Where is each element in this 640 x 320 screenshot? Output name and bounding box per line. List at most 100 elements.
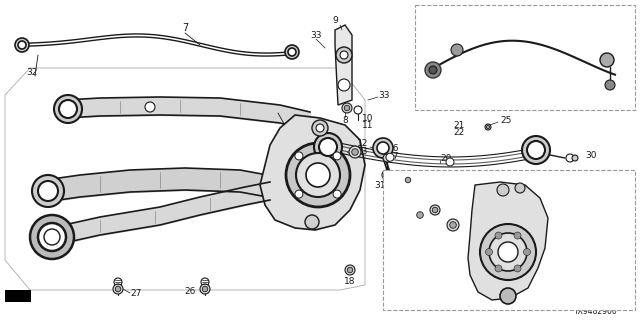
Text: 1: 1	[580, 15, 586, 25]
Circle shape	[406, 201, 418, 213]
Circle shape	[402, 197, 422, 217]
Circle shape	[288, 48, 296, 56]
Circle shape	[486, 125, 490, 129]
Text: 1: 1	[454, 20, 460, 29]
Circle shape	[286, 143, 350, 207]
Circle shape	[495, 265, 502, 272]
Circle shape	[295, 190, 303, 198]
Circle shape	[312, 120, 328, 136]
Polygon shape	[468, 182, 548, 300]
Circle shape	[344, 105, 349, 111]
Text: 26: 26	[184, 287, 196, 297]
Circle shape	[514, 232, 521, 239]
Circle shape	[200, 284, 210, 294]
Circle shape	[44, 229, 60, 245]
Circle shape	[18, 41, 26, 49]
Circle shape	[202, 286, 208, 292]
Bar	[415, 5, 635, 110]
Circle shape	[314, 133, 342, 161]
Circle shape	[377, 142, 389, 154]
Circle shape	[115, 286, 121, 292]
Polygon shape	[260, 115, 365, 230]
Circle shape	[405, 177, 411, 183]
Text: 7: 7	[182, 23, 188, 33]
Text: 13: 13	[356, 147, 368, 156]
Circle shape	[345, 265, 355, 275]
Circle shape	[447, 219, 459, 231]
Circle shape	[386, 153, 394, 161]
Circle shape	[383, 154, 391, 162]
Circle shape	[572, 155, 578, 161]
Circle shape	[354, 106, 362, 114]
Circle shape	[497, 184, 509, 196]
Circle shape	[515, 183, 525, 193]
Circle shape	[373, 138, 393, 158]
Circle shape	[32, 175, 64, 207]
Circle shape	[524, 249, 531, 255]
Circle shape	[446, 158, 454, 166]
Text: 18: 18	[344, 277, 356, 286]
Circle shape	[38, 181, 58, 201]
Text: 19: 19	[415, 171, 426, 180]
Circle shape	[429, 66, 437, 74]
Text: 2: 2	[430, 15, 436, 25]
Circle shape	[333, 152, 341, 160]
Text: 20: 20	[440, 154, 451, 163]
Circle shape	[425, 62, 441, 78]
Text: 6: 6	[393, 215, 399, 225]
Circle shape	[316, 124, 324, 132]
Circle shape	[486, 249, 493, 255]
Circle shape	[417, 212, 423, 218]
Circle shape	[414, 209, 426, 221]
Text: 3: 3	[393, 205, 399, 214]
Text: 25: 25	[500, 116, 511, 124]
Text: 12: 12	[356, 139, 368, 148]
Circle shape	[600, 53, 614, 67]
Text: 30: 30	[585, 150, 596, 159]
Circle shape	[403, 175, 413, 185]
Circle shape	[38, 223, 66, 251]
Circle shape	[285, 45, 299, 59]
Circle shape	[338, 79, 350, 91]
Circle shape	[306, 163, 330, 187]
Circle shape	[333, 190, 341, 198]
Text: 21: 21	[453, 121, 465, 130]
Circle shape	[352, 149, 358, 155]
Circle shape	[527, 141, 545, 159]
Circle shape	[605, 80, 615, 90]
Circle shape	[340, 51, 348, 59]
Circle shape	[450, 222, 456, 228]
Text: 4: 4	[450, 199, 456, 209]
Circle shape	[54, 95, 82, 123]
Circle shape	[15, 38, 29, 52]
Circle shape	[114, 278, 122, 286]
Circle shape	[305, 215, 319, 229]
Circle shape	[498, 242, 518, 262]
Text: 33: 33	[310, 30, 322, 39]
Text: 22: 22	[453, 127, 464, 137]
Text: 11: 11	[362, 121, 374, 130]
Text: 8: 8	[342, 116, 348, 124]
Circle shape	[500, 288, 516, 304]
Circle shape	[296, 153, 340, 197]
Circle shape	[522, 136, 550, 164]
Circle shape	[59, 100, 77, 118]
Text: 17: 17	[388, 151, 399, 161]
Circle shape	[382, 170, 392, 180]
Text: 9: 9	[332, 15, 338, 25]
Polygon shape	[335, 25, 352, 105]
Circle shape	[295, 152, 303, 160]
Circle shape	[514, 265, 521, 272]
Text: 10: 10	[362, 114, 374, 123]
Circle shape	[113, 284, 123, 294]
Circle shape	[495, 232, 502, 239]
Circle shape	[451, 44, 463, 56]
Text: 31: 31	[374, 180, 386, 189]
Circle shape	[145, 102, 155, 112]
Circle shape	[485, 124, 491, 130]
Text: 33: 33	[378, 91, 390, 100]
Circle shape	[201, 278, 209, 286]
Circle shape	[349, 146, 361, 158]
Circle shape	[480, 224, 536, 280]
Text: 24: 24	[430, 213, 441, 222]
